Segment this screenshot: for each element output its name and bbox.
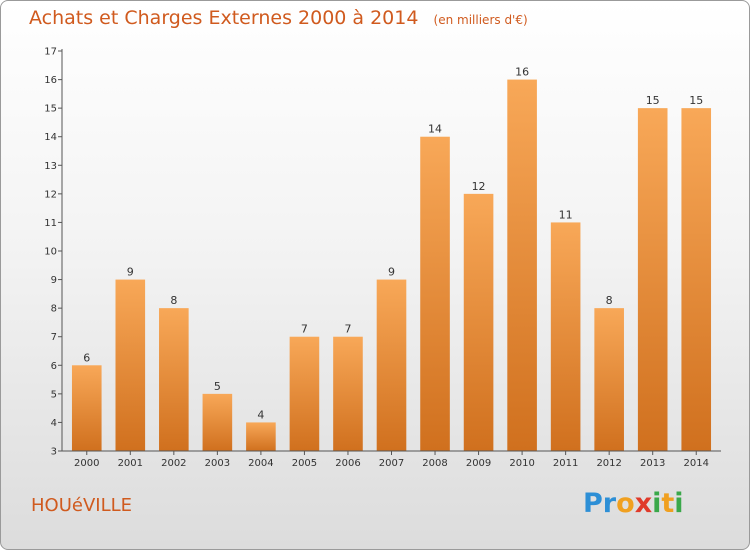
x-tick-label: 2009 xyxy=(466,458,491,469)
x-tick-label: 2003 xyxy=(205,458,230,469)
proxiti-logo[interactable]: Proxiti xyxy=(583,488,684,519)
x-tick-label: 2007 xyxy=(379,458,404,469)
bar-2008 xyxy=(420,136,450,451)
bar-2009 xyxy=(463,193,494,451)
logo-letter: x xyxy=(634,488,653,519)
logo-letter: i xyxy=(652,488,662,519)
x-tick-label: 2010 xyxy=(509,458,534,469)
logo-letter: i xyxy=(674,488,684,519)
y-tick-label: 17 xyxy=(44,47,57,58)
data-label-2002: 8 xyxy=(170,294,177,307)
logo-letter: P xyxy=(583,488,603,519)
chart-subtitle: (en milliers d'€) xyxy=(433,13,528,27)
data-label-2003: 5 xyxy=(214,380,221,393)
data-label-2011: 11 xyxy=(559,208,573,221)
bar-2001 xyxy=(115,279,146,451)
data-label-2014: 15 xyxy=(689,94,703,107)
bar-2012 xyxy=(594,308,624,451)
bar-2002 xyxy=(159,308,189,451)
x-tick-label: 2014 xyxy=(684,458,709,469)
x-tick-label: 2001 xyxy=(118,458,143,469)
y-tick-label: 6 xyxy=(51,361,57,372)
logo-letter: o xyxy=(616,488,635,519)
bar-2013 xyxy=(637,108,668,452)
y-tick-label: 13 xyxy=(44,161,57,172)
x-tick-label: 2000 xyxy=(74,458,99,469)
bar-2006 xyxy=(333,336,363,451)
x-tick-label: 2002 xyxy=(161,458,186,469)
bar-2000 xyxy=(71,365,102,451)
data-label-2008: 14 xyxy=(428,123,442,136)
y-tick-label: 10 xyxy=(44,247,57,258)
y-tick-label: 4 xyxy=(51,418,57,429)
commune-name: HOUéVILLE xyxy=(31,495,133,516)
data-label-2001: 9 xyxy=(127,266,134,279)
bar-2010 xyxy=(507,79,537,452)
data-label-2009: 12 xyxy=(472,180,486,193)
x-tick-label: 2011 xyxy=(553,458,578,469)
data-label-2004: 4 xyxy=(257,408,264,421)
y-tick-label: 16 xyxy=(44,75,57,86)
x-tick-label: 2012 xyxy=(596,458,621,469)
y-tick-label: 5 xyxy=(51,389,57,400)
data-label-2013: 15 xyxy=(646,94,660,107)
bar-2014 xyxy=(681,108,712,452)
x-tick-label: 2005 xyxy=(292,458,317,469)
y-tick-label: 7 xyxy=(51,332,57,343)
x-tick-label: 2013 xyxy=(640,458,665,469)
bar-2005 xyxy=(289,336,320,451)
logo-letter: t xyxy=(661,488,675,519)
y-tick-label: 12 xyxy=(44,189,57,200)
y-tick-label: 14 xyxy=(44,132,57,143)
y-tick-label: 15 xyxy=(44,104,57,115)
chart-title: Achats et Charges Externes 2000 à 2014 xyxy=(29,7,419,29)
y-tick-label: 8 xyxy=(51,304,57,315)
axis-layer xyxy=(58,49,721,455)
bar-2011 xyxy=(550,222,581,451)
data-label-2012: 8 xyxy=(606,294,613,307)
logo-letter: r xyxy=(602,488,617,519)
title-row: Achats et Charges Externes 2000 à 2014 (… xyxy=(29,7,528,29)
y-tick-label: 11 xyxy=(44,218,57,229)
y-tick-label: 3 xyxy=(51,447,57,458)
x-tick-label: 2006 xyxy=(335,458,360,469)
data-label-2006: 7 xyxy=(344,323,351,336)
bar-2003 xyxy=(202,393,233,451)
x-tick-label: 2008 xyxy=(422,458,447,469)
bars-layer xyxy=(71,79,712,452)
x-tick-label: 2004 xyxy=(248,458,273,469)
labels-layer: 3 4 5 6 7 8 9 10 11 12 13 14 15 16 17 2000 6 2001 9 2002 8 20… xyxy=(44,47,709,470)
bar-2007 xyxy=(376,279,407,451)
data-label-2007: 9 xyxy=(388,266,395,279)
data-label-2000: 6 xyxy=(83,351,90,364)
data-label-2010: 16 xyxy=(515,66,529,79)
data-label-2005: 7 xyxy=(301,323,308,336)
y-tick-label: 9 xyxy=(51,275,57,286)
bar-2004 xyxy=(246,422,276,451)
